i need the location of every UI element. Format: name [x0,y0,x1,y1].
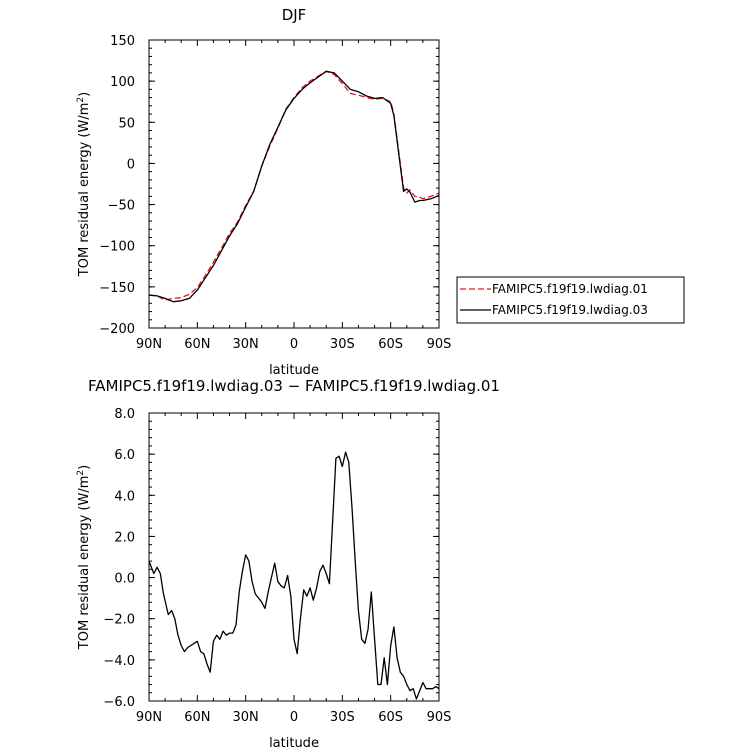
legend-box [456,276,685,324]
y-tick-label: 150 [110,34,135,49]
y-tick-label: 0 [127,157,135,172]
y-tick-label: 4.0 [114,489,135,504]
x-axis-title: latitude [269,363,319,378]
x-tick-label: 60N [184,710,210,725]
y-tick-label: −100 [99,240,135,255]
plot-frame [148,412,440,702]
legend-label-1: FAMIPC5.f19f19.lwdiag.01 [492,282,648,296]
y-tick-label: 100 [110,75,135,90]
y-axis-title-sup: 2 [76,470,86,476]
y-axis-title-sup: 2 [76,97,86,103]
y-axis-title-base: TOM residual energy (W/m [77,476,92,651]
y-axis-title-tail: ) [77,465,92,470]
y-tick-label: −4.0 [103,654,135,669]
y-tick-label: 50 [118,116,135,131]
y-tick-label: 2.0 [114,530,135,545]
x-tick-label: 0 [290,710,298,725]
legend: FAMIPC5.f19f19.lwdiag.01 FAMIPC5.f19f19.l… [456,276,685,324]
x-tick-label: 90S [427,337,452,352]
y-tick-label: −50 [108,199,135,214]
y-axis-title-base: TOM residual energy (W/m [77,103,92,278]
x-tick-label: 0 [290,337,298,352]
x-tick-label: 90S [427,710,452,725]
x-tick-label: 60S [378,337,403,352]
y-axis-title: TOM residual energy (W/m2) [76,92,92,277]
y-axis-title: TOM residual energy (W/m2) [76,465,92,650]
chart-title: DJF [282,6,307,24]
bottom-chart: 90N 60N 30N 0 30S 60S 90S 8.0 6.0 4.0 2.0 0.0 −2.0 −4… [76,377,500,751]
chart-title: FAMIPC5.f19f19.lwdiag.03 − FAMIPC5.f19f1… [88,377,500,395]
x-tick-label: 90N [136,337,162,352]
y-axis-title-tail: ) [77,92,92,97]
legend-label-2: FAMIPC5.f19f19.lwdiag.03 [492,303,648,317]
series-line-1 [148,70,440,301]
y-tick-label: −2.0 [103,613,135,628]
top-chart: 90N 60N 30N 0 30S 60S 90S 150 100 50 0 −50 −100 −150 −… [76,6,685,378]
y-tick-label: 6.0 [114,448,135,463]
x-tick-label: 60N [184,337,210,352]
plot-frame [148,39,440,329]
y-tick-label: −6.0 [103,695,135,710]
x-axis-title: latitude [269,736,319,751]
x-tick-label: 60S [378,710,403,725]
series-line-2 [148,70,440,303]
series-line-1 [148,451,440,700]
y-tick-label: 0.0 [114,572,135,587]
y-tick-label: −200 [99,322,135,337]
x-tick-label: 30S [330,710,355,725]
x-tick-label: 30S [330,337,355,352]
y-tick-label: −150 [99,281,135,296]
x-tick-label: 30N [233,710,259,725]
x-tick-label: 90N [136,710,162,725]
y-tick-label: 8.0 [114,407,135,422]
x-tick-label: 30N [233,337,259,352]
